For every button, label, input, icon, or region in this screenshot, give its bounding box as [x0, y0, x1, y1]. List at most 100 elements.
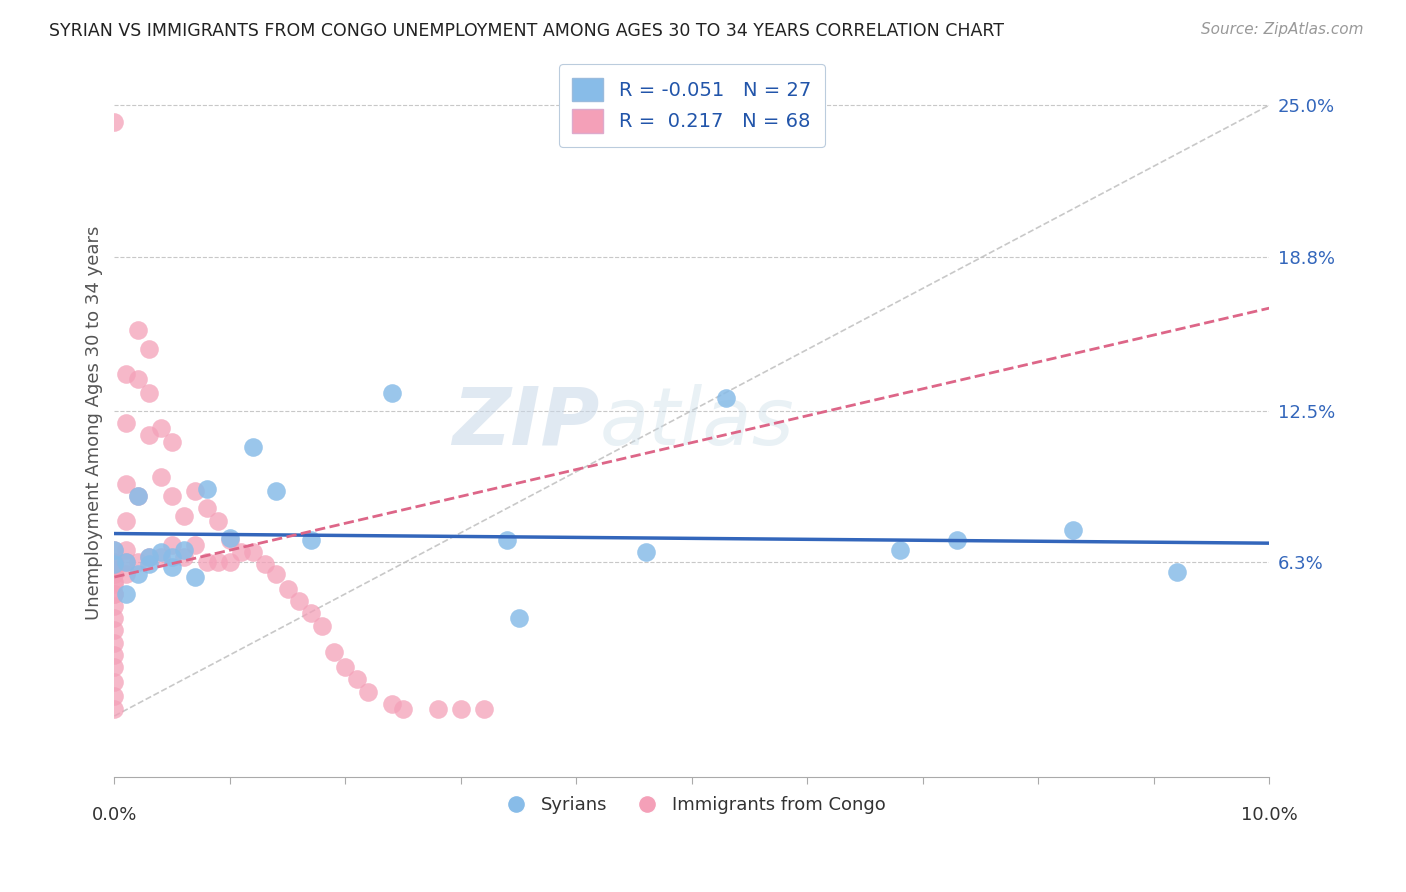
Point — [160, 435, 183, 450]
Point — [231, 545, 253, 559]
Text: 0.0%: 0.0% — [91, 806, 138, 824]
Point — [288, 594, 311, 608]
Point — [264, 484, 287, 499]
Point — [426, 701, 449, 715]
Point — [277, 582, 299, 596]
Point — [103, 558, 125, 572]
Point — [392, 701, 415, 715]
Point — [103, 555, 125, 569]
Point — [103, 567, 125, 582]
Point — [889, 542, 911, 557]
Text: ZIP: ZIP — [453, 384, 599, 462]
Text: atlas: atlas — [599, 384, 794, 462]
Point — [299, 607, 322, 621]
Point — [138, 550, 160, 565]
Point — [127, 489, 149, 503]
Point — [115, 416, 138, 430]
Point — [184, 484, 207, 499]
Point — [103, 577, 125, 591]
Point — [357, 684, 380, 698]
Point — [195, 482, 218, 496]
Point — [115, 542, 138, 557]
Point — [380, 386, 402, 401]
Point — [149, 545, 172, 559]
Point — [138, 550, 160, 565]
Point — [472, 701, 495, 715]
Point — [219, 531, 242, 545]
Point — [149, 469, 172, 483]
Point — [103, 599, 125, 613]
Point — [103, 587, 125, 601]
Point — [242, 545, 264, 559]
Point — [242, 440, 264, 454]
Text: 10.0%: 10.0% — [1241, 806, 1298, 824]
Point — [346, 673, 368, 687]
Point — [311, 618, 333, 632]
Point — [138, 558, 160, 572]
Point — [103, 624, 125, 638]
Text: SYRIAN VS IMMIGRANTS FROM CONGO UNEMPLOYMENT AMONG AGES 30 TO 34 YEARS CORRELATI: SYRIAN VS IMMIGRANTS FROM CONGO UNEMPLOY… — [49, 22, 1004, 40]
Point — [115, 587, 138, 601]
Point — [184, 570, 207, 584]
Point — [103, 674, 125, 689]
Point — [103, 690, 125, 704]
Point — [160, 489, 183, 503]
Point — [103, 555, 125, 569]
Point — [115, 476, 138, 491]
Point — [103, 701, 125, 715]
Point — [138, 386, 160, 401]
Point — [115, 367, 138, 381]
Point — [1166, 565, 1188, 579]
Point — [127, 372, 149, 386]
Point — [184, 538, 207, 552]
Point — [103, 562, 125, 576]
Point — [195, 501, 218, 516]
Point — [264, 567, 287, 582]
Point — [173, 542, 195, 557]
Point — [299, 533, 322, 547]
Legend: Syrians, Immigrants from Congo: Syrians, Immigrants from Congo — [491, 789, 893, 822]
Point — [138, 428, 160, 442]
Point — [322, 645, 344, 659]
Point — [253, 558, 276, 572]
Point — [103, 635, 125, 649]
Point — [103, 648, 125, 662]
Point — [149, 550, 172, 565]
Point — [138, 343, 160, 357]
Point — [219, 555, 242, 569]
Point — [103, 567, 125, 582]
Point — [103, 660, 125, 674]
Point — [634, 545, 657, 559]
Point — [1062, 523, 1084, 537]
Point — [207, 555, 229, 569]
Point — [103, 587, 125, 601]
Point — [115, 567, 138, 582]
Point — [115, 514, 138, 528]
Point — [160, 538, 183, 552]
Point — [160, 550, 183, 565]
Point — [173, 550, 195, 565]
Point — [103, 542, 125, 557]
Point — [496, 533, 519, 547]
Point — [195, 555, 218, 569]
Point — [103, 611, 125, 625]
Point — [160, 560, 183, 574]
Point — [173, 508, 195, 523]
Y-axis label: Unemployment Among Ages 30 to 34 years: Unemployment Among Ages 30 to 34 years — [86, 226, 103, 620]
Point — [127, 567, 149, 582]
Point — [127, 489, 149, 503]
Point — [207, 514, 229, 528]
Point — [149, 420, 172, 434]
Point — [219, 533, 242, 547]
Point — [103, 574, 125, 589]
Point — [115, 555, 138, 569]
Point — [716, 392, 738, 406]
Point — [127, 555, 149, 569]
Point — [335, 660, 357, 674]
Point — [103, 115, 125, 129]
Point — [380, 697, 402, 711]
Point — [508, 611, 530, 625]
Point — [127, 323, 149, 337]
Point — [115, 555, 138, 569]
Point — [450, 701, 472, 715]
